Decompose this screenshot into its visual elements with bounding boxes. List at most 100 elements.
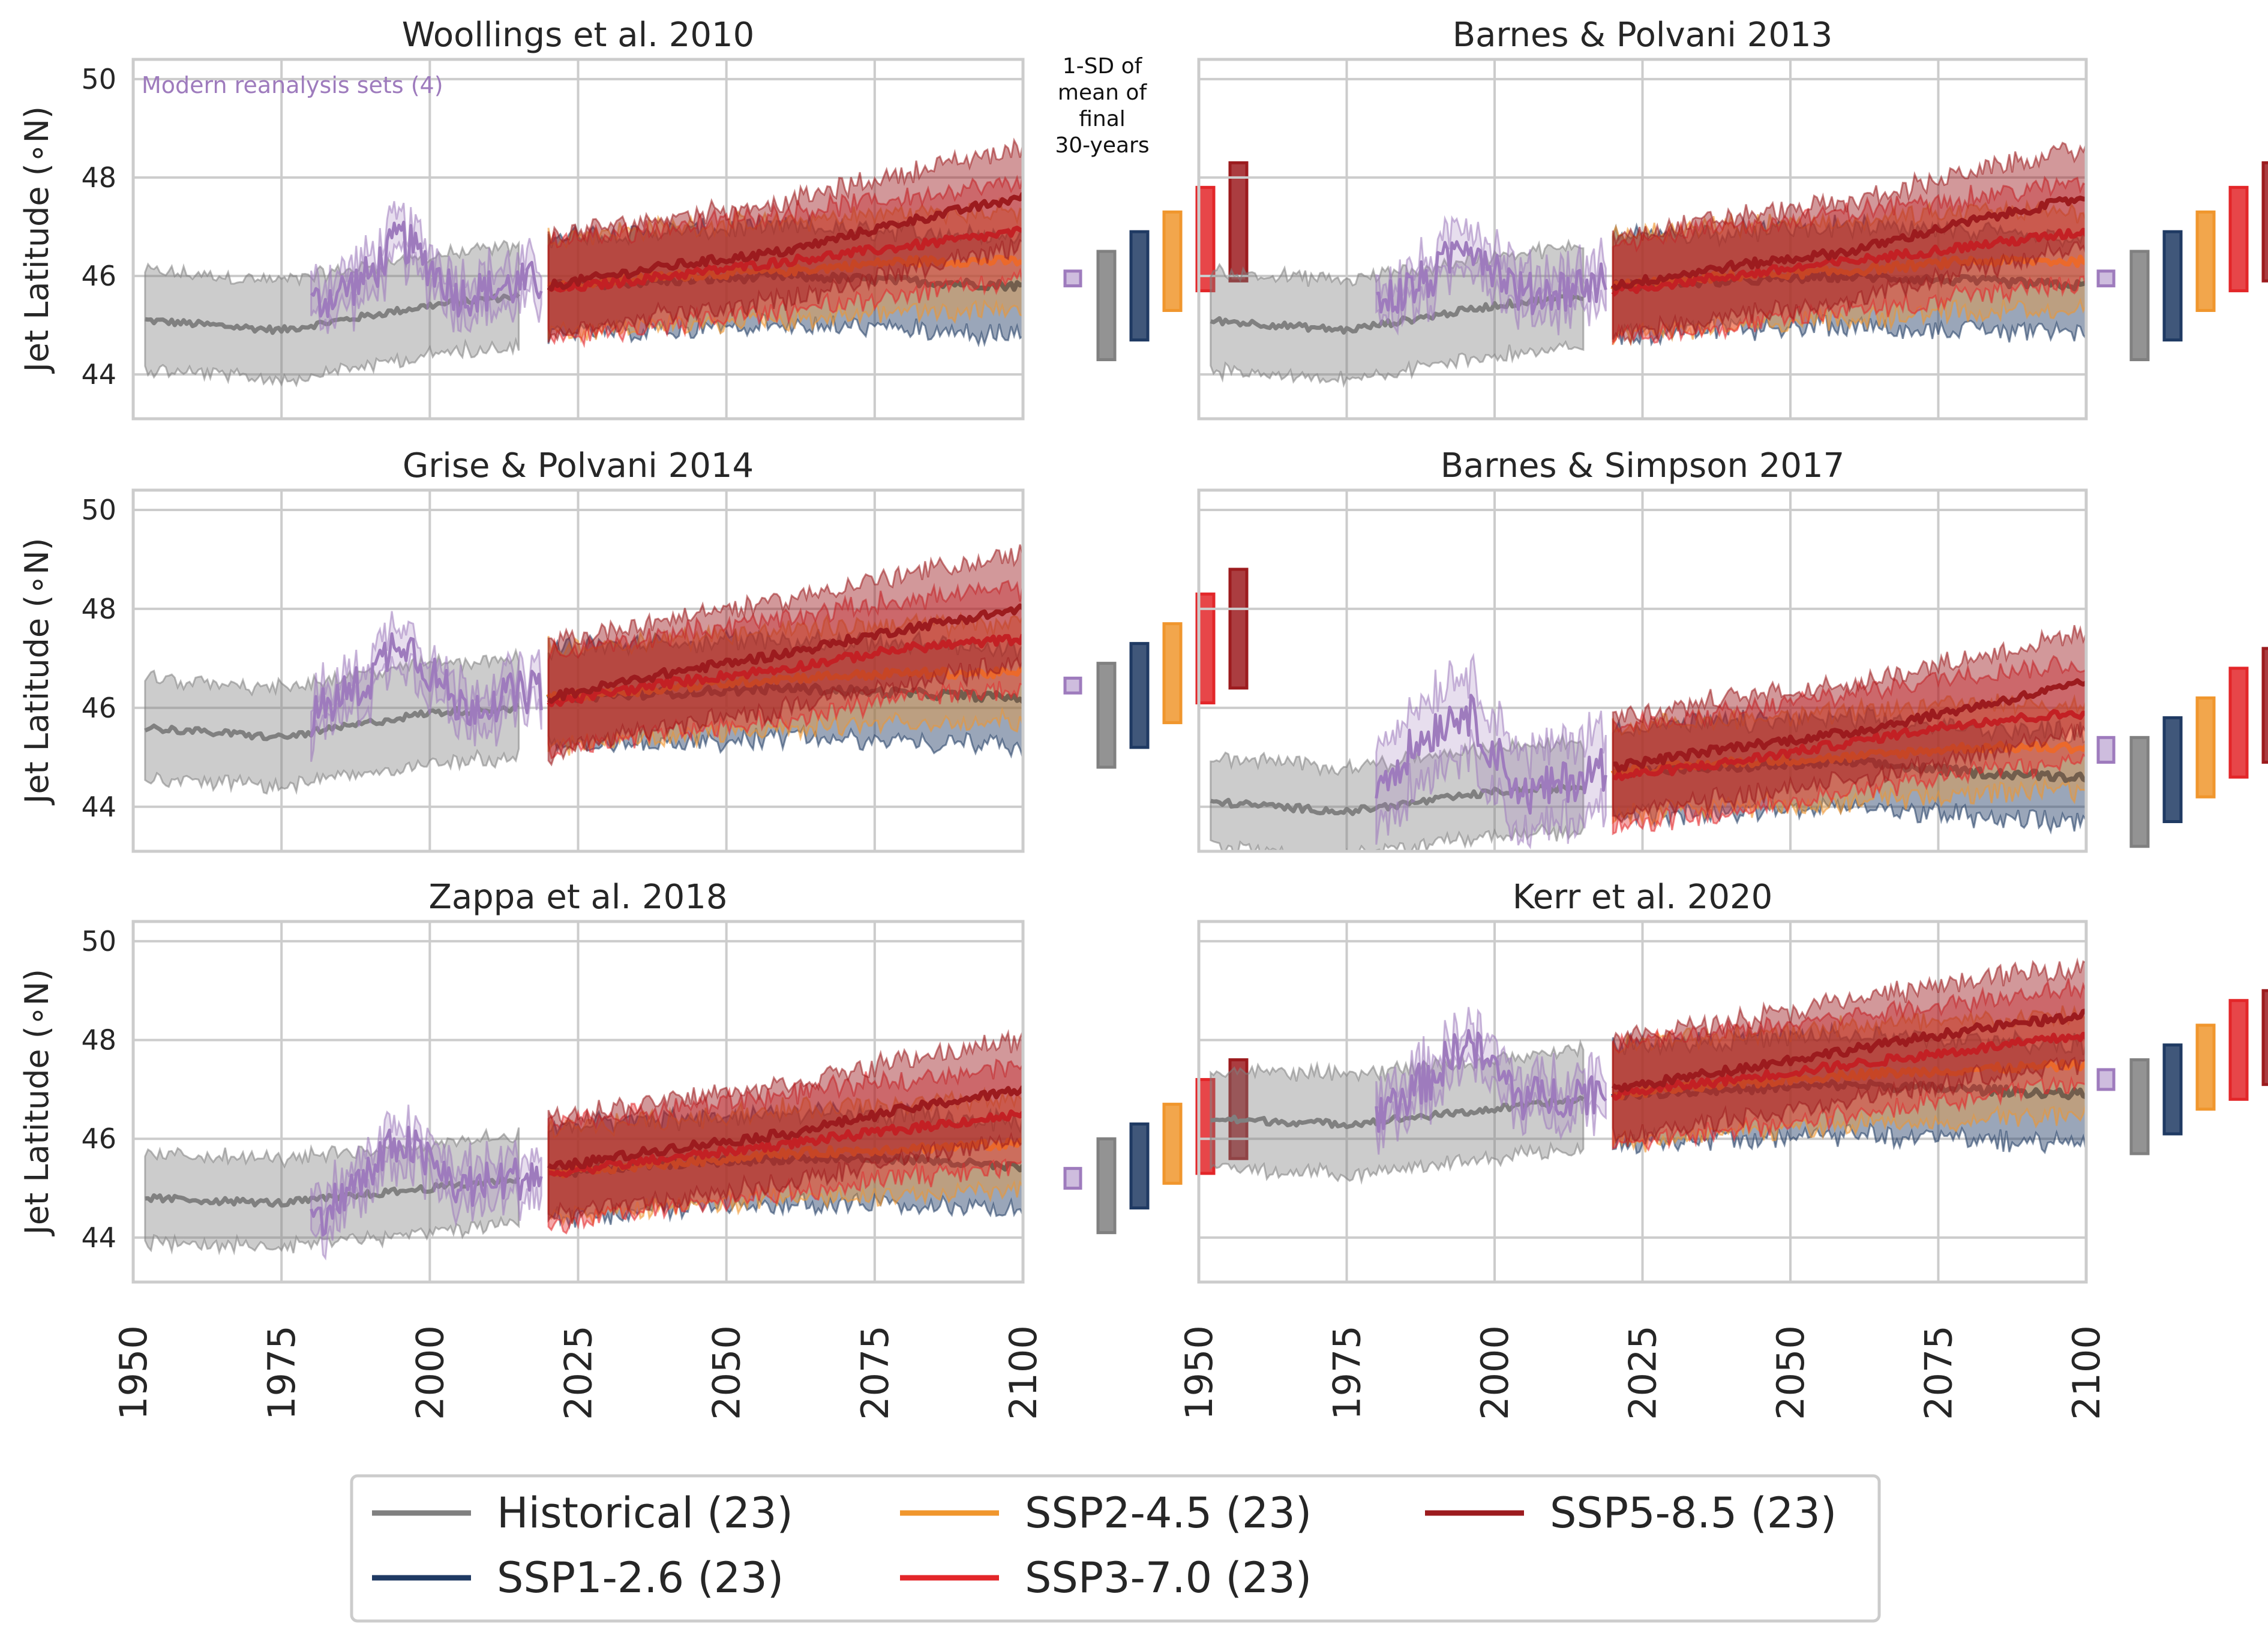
legend-label-ssp585: SSP5-8.5 (23) bbox=[1550, 1488, 1837, 1538]
sd-bar-ssp370 bbox=[2228, 185, 2249, 293]
panel-title: Barnes & Polvani 2013 bbox=[1453, 16, 1833, 55]
y-tick-label: 50 bbox=[81, 63, 116, 95]
panel-title: Zappa et al. 2018 bbox=[428, 878, 727, 917]
axes-frame bbox=[131, 920, 1025, 1284]
ssp585-line bbox=[547, 603, 1023, 704]
sd-bar-ssp126 bbox=[2162, 230, 2183, 342]
legend-label-historical: Historical (23) bbox=[497, 1488, 793, 1538]
svg-text:30-years: 30-years bbox=[1055, 133, 1149, 158]
sd-bar-ssp245 bbox=[2195, 210, 2216, 312]
x-tick-label: 2025 bbox=[557, 1325, 601, 1420]
sd-bar-reanalysis bbox=[2096, 1068, 2116, 1091]
sd-bar-ssp370 bbox=[2228, 667, 2249, 779]
sd-bar-ssp126 bbox=[2162, 1043, 2183, 1136]
sd-bar-ssp126 bbox=[1129, 230, 1150, 342]
sd-bar-ssp126 bbox=[2162, 716, 2183, 824]
reanalysis-band bbox=[310, 1104, 542, 1261]
ssp370-line bbox=[1611, 1031, 2086, 1101]
plot-area bbox=[144, 544, 1023, 796]
sd-bar-ssp585 bbox=[1228, 568, 1249, 690]
y-tick-label: 46 bbox=[81, 260, 116, 292]
ssp370-line bbox=[547, 226, 1023, 293]
y-tick-label: 50 bbox=[81, 494, 116, 526]
reanalysis-line bbox=[1376, 240, 1607, 316]
y-tick-label: 48 bbox=[81, 593, 116, 625]
reanalysis-line bbox=[1375, 694, 1607, 815]
x-tick-label: 2100 bbox=[1001, 1325, 1045, 1420]
y-tick-label: 46 bbox=[81, 692, 116, 724]
y-tick-label: 46 bbox=[81, 1122, 116, 1155]
x-tick-label: 1950 bbox=[112, 1325, 155, 1420]
x-tick-label: 2050 bbox=[1769, 1325, 1813, 1420]
plot-area bbox=[144, 1029, 1023, 1261]
ssp126-band bbox=[1612, 704, 2086, 835]
legend-label-ssp126: SSP1-2.6 (23) bbox=[497, 1553, 784, 1602]
x-tick-label: 2050 bbox=[705, 1325, 749, 1420]
ssp126-line bbox=[546, 682, 1023, 705]
sd-bar-ssp245 bbox=[2195, 1023, 2216, 1111]
x-tick-label: 1975 bbox=[1325, 1325, 1369, 1420]
y-axis-label: Jet Latitude (∘N) bbox=[18, 106, 56, 374]
legend-label-ssp370: SSP3-7.0 (23) bbox=[1025, 1553, 1312, 1602]
ssp585-band bbox=[1612, 625, 2086, 824]
ssp370-line bbox=[548, 1109, 1023, 1178]
sd-bar-ssp245 bbox=[1162, 210, 1183, 312]
plot-area bbox=[1210, 625, 2086, 851]
plot-area bbox=[1210, 957, 2086, 1185]
y-tick-label: 48 bbox=[81, 1024, 116, 1056]
x-tick-label: 1950 bbox=[1177, 1325, 1221, 1420]
y-tick-label: 44 bbox=[81, 358, 116, 391]
svg-text:1-SD of: 1-SD of bbox=[1063, 54, 1143, 79]
sd-bar-reanalysis bbox=[1063, 1167, 1082, 1190]
panel-6: Kerr et al. 2020 1950 1975 2000 2025 2050 2075… bbox=[1177, 878, 2268, 1420]
panel-title: Kerr et al. 2020 bbox=[1513, 878, 1772, 917]
ssp585-band bbox=[547, 137, 1023, 343]
reanalysis-line bbox=[1375, 1029, 1607, 1133]
ssp585-band bbox=[547, 1029, 1023, 1224]
y-axis-label: Jet Latitude (∘N) bbox=[18, 969, 56, 1236]
sd-bar-historical bbox=[2129, 250, 2150, 362]
axes-frame bbox=[1197, 920, 2088, 1284]
ssp126-band bbox=[547, 628, 1023, 759]
svg-text:mean of: mean of bbox=[1058, 80, 1148, 105]
y-tick-label: 48 bbox=[81, 161, 116, 194]
y-tick-label: 44 bbox=[81, 1221, 116, 1254]
reanalysis-annotation: Modern reanalysis sets (4) bbox=[142, 72, 443, 98]
axes-frame bbox=[131, 488, 1025, 853]
sd-bar-ssp585 bbox=[1228, 1058, 1249, 1160]
ssp585-band bbox=[1612, 142, 2086, 346]
x-tick-label: 1975 bbox=[260, 1325, 304, 1420]
panel-title: Barnes & Simpson 2017 bbox=[1441, 446, 1845, 485]
sd-bar-ssp126 bbox=[1129, 1122, 1150, 1210]
panel-1: Woollings et al. 2010 44 46 48 50 Jet Latitud… bbox=[18, 16, 1249, 421]
ssp245-band bbox=[547, 197, 1023, 344]
sd-bar-historical bbox=[1096, 662, 1117, 769]
axes-frame bbox=[1197, 488, 2088, 853]
historical-line bbox=[145, 1175, 521, 1208]
sd-bar-ssp585 bbox=[2261, 989, 2268, 1086]
sd-bar-reanalysis bbox=[2096, 736, 2116, 764]
ssp585-line bbox=[547, 192, 1023, 292]
sd-bar-reanalysis bbox=[1063, 676, 1082, 695]
sd-bar-ssp585 bbox=[2261, 647, 2268, 764]
sd-bar-reanalysis bbox=[1063, 269, 1082, 287]
panel-title: Woollings et al. 2010 bbox=[402, 16, 755, 55]
plot-area bbox=[144, 137, 1023, 388]
sd-bar-ssp585 bbox=[2261, 161, 2268, 283]
sd-bar-ssp245 bbox=[1162, 1103, 1183, 1185]
panel-4: Barnes & Simpson 2017 bbox=[1197, 446, 2268, 853]
y-tick-label: 50 bbox=[81, 925, 116, 957]
ssp585-line bbox=[1612, 678, 2086, 773]
sd-bar-ssp585 bbox=[1228, 161, 1249, 283]
sd-bar-historical bbox=[2129, 1058, 2150, 1155]
x-tick-label: 2000 bbox=[1473, 1325, 1517, 1420]
ssp370-line bbox=[1611, 227, 2086, 297]
ssp370-band bbox=[547, 1058, 1023, 1235]
sd-bar-ssp245 bbox=[1162, 622, 1183, 725]
sd-bar-historical bbox=[1096, 250, 1117, 362]
historical-band bbox=[144, 647, 520, 796]
sd-bar-ssp370 bbox=[2228, 999, 2249, 1101]
x-tick-label: 2075 bbox=[1917, 1325, 1961, 1420]
